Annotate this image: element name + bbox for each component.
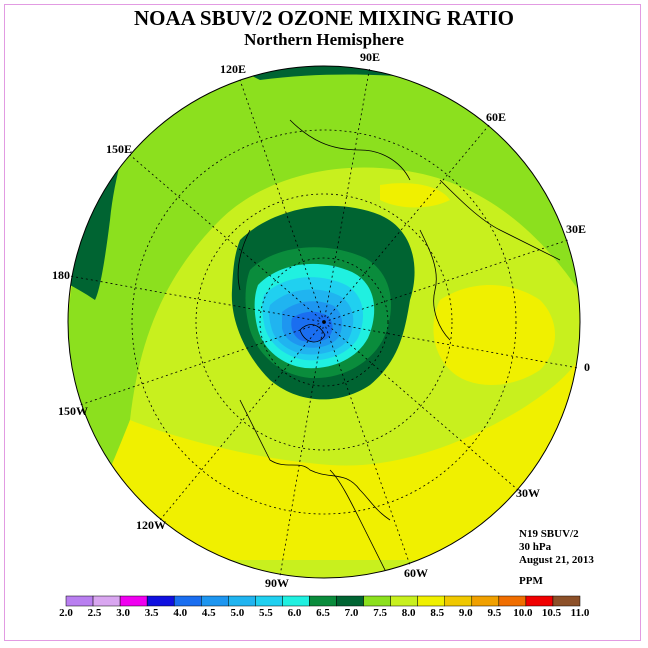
colorbar-swatch xyxy=(417,595,445,607)
colorbar-swatch xyxy=(282,595,310,607)
field-band-85-north xyxy=(380,183,450,208)
lon-label-180: 180 xyxy=(52,268,70,282)
lon-label-30e: 30E xyxy=(566,222,587,236)
colorbar-tick-label: 11.0 xyxy=(570,607,590,619)
colorbar-swatch xyxy=(173,595,202,607)
colorbar-swatch xyxy=(336,595,364,607)
colorbar-swatch xyxy=(92,595,121,607)
meridian-0 xyxy=(323,321,579,369)
colorbar-swatch xyxy=(498,595,527,607)
meridian-180 xyxy=(69,275,325,323)
field-band-75 xyxy=(68,66,580,560)
colorbar-tick-label: 5.0 xyxy=(230,607,245,619)
coast-central-america xyxy=(329,469,391,578)
colorbar-swatch xyxy=(65,595,94,607)
colorbar-swatch xyxy=(390,595,418,607)
info-date: August 21, 2013 xyxy=(519,554,594,566)
info-instrument: N19 SBUV/2 xyxy=(519,528,579,540)
colorbar-tick-label: 10.5 xyxy=(541,607,562,619)
colorbar-tick-label: 10.0 xyxy=(513,607,533,619)
colorbar-swatch xyxy=(444,595,473,607)
colorbar-swatch xyxy=(309,595,337,607)
colorbar-swatch xyxy=(255,595,283,607)
coast-greenland xyxy=(299,324,326,343)
map-frame xyxy=(4,4,641,641)
colorbar-tick-label: 8.5 xyxy=(430,607,445,619)
lon-label-150e: 150E xyxy=(106,142,133,156)
info-level: 30 hPa xyxy=(519,541,552,553)
lon-label-90e: 90E xyxy=(360,50,381,64)
colorbar-swatch xyxy=(471,595,500,607)
colorbar-swatch xyxy=(201,595,229,607)
colorbar-swatch xyxy=(119,595,148,607)
meridian-60e xyxy=(323,123,491,323)
colorbar-tick-label: 9.5 xyxy=(487,607,502,619)
colorbar-tick-label: 7.0 xyxy=(344,607,359,619)
lon-label-150w: 150W xyxy=(58,404,88,418)
colorbar-tick-label: 2.0 xyxy=(59,607,73,619)
colorbar-swatch xyxy=(228,595,256,607)
coastlines xyxy=(237,119,561,578)
lon-label-90w: 90W xyxy=(265,576,289,590)
map-boundary xyxy=(67,65,581,579)
colorbar xyxy=(65,595,581,607)
colorbar-tick-label: 7.5 xyxy=(373,607,387,619)
colorbar-tick-label: 6.0 xyxy=(287,607,302,619)
colorbar-swatch xyxy=(363,595,391,607)
colorbar-tick-label: 2.5 xyxy=(87,607,102,619)
coast-asia xyxy=(439,179,561,261)
colorbar-swatch xyxy=(525,595,554,607)
meridian-90e xyxy=(323,65,371,323)
lon-label-120w: 120W xyxy=(136,518,166,532)
map-subtitle: Northern Hemisphere xyxy=(244,30,404,49)
colorbar-tick-label: 6.5 xyxy=(316,607,330,619)
colorbar-tick-label: 5.5 xyxy=(259,607,273,619)
colorbar-tick-label: 9.0 xyxy=(458,607,473,619)
field-band-85-south xyxy=(68,340,580,560)
colorbar-tick-label: 3.5 xyxy=(144,607,159,619)
colorbar-tick-label: 4.0 xyxy=(173,607,188,619)
coast-alaska xyxy=(237,229,251,291)
info-units: PPM xyxy=(519,575,543,587)
coast-north-america xyxy=(239,399,391,521)
colorbar-tick-label: 3.0 xyxy=(116,607,130,619)
latitude-circle-70 xyxy=(259,257,389,387)
graticule xyxy=(69,65,579,577)
lon-label-0: 0 xyxy=(584,360,590,374)
field-band-85-east xyxy=(433,285,555,385)
colorbar-swatch xyxy=(552,595,581,607)
vortex-40 xyxy=(291,311,333,343)
colorbar-tick-label: 4.5 xyxy=(201,607,216,619)
lon-label-120e: 120E xyxy=(220,62,247,76)
ozone-field xyxy=(68,66,580,578)
colorbar-tick-label: 8.0 xyxy=(401,607,416,619)
latitude-circle-50 xyxy=(195,193,453,451)
coast-europe xyxy=(419,229,451,341)
latitude-circle-30 xyxy=(131,129,517,515)
lon-label-60e: 60E xyxy=(486,110,507,124)
colorbar-swatch xyxy=(146,595,175,607)
lon-label-60w: 60W xyxy=(404,566,428,580)
map-title: NOAA SBUV/2 OZONE MIXING RATIO xyxy=(134,6,514,30)
coast-siberia xyxy=(289,119,411,181)
lon-label-30w: 30W xyxy=(516,486,540,500)
